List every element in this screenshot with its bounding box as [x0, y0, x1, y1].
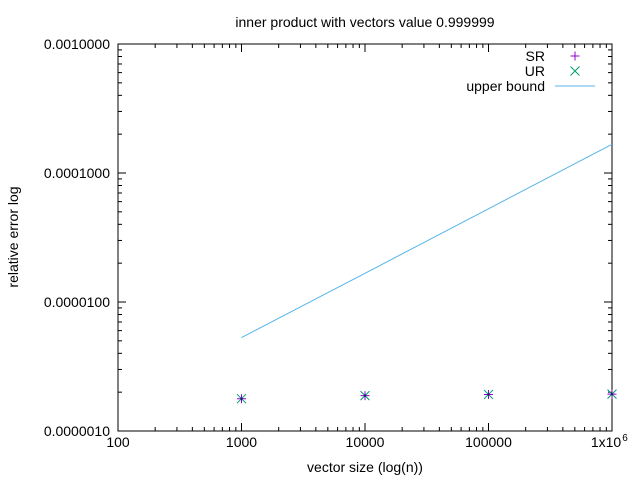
x-tick-label: 1x10 [591, 434, 622, 450]
x-tick-exponent: 6 [622, 433, 628, 444]
y-tick-label: 0.0000010 [44, 423, 110, 439]
y-tick-label: 0.0001000 [44, 165, 110, 181]
x-axis-label: vector size (log(n)) [307, 459, 423, 475]
overlap-point-center [610, 392, 614, 396]
upper-bound-line [241, 143, 613, 339]
y-tick-label: 0.0010000 [44, 36, 110, 52]
legend-marker-ur [570, 66, 580, 76]
legend-marker-sr [570, 51, 580, 61]
overlap-point-center [487, 393, 490, 396]
series-layer [236, 143, 617, 404]
x-tick-label: 1000 [226, 434, 257, 450]
legend-label: SR [526, 48, 545, 64]
overlap-point-center [363, 394, 367, 397]
overlap-point-center [240, 397, 243, 400]
x-axis-ticks: 100 1000 10000 100000 1x10 6 [106, 44, 628, 450]
x-tick-label: 100000 [465, 434, 512, 450]
y-tick-label: 0.0000100 [44, 294, 110, 310]
y-axis-label: relative error log [5, 186, 21, 287]
plot-frame [117, 43, 613, 432]
legend-label: UR [525, 63, 545, 79]
x-tick-label: 100 [106, 434, 130, 450]
legend-label: upper bound [466, 78, 545, 94]
x-tick-label: 10000 [346, 434, 385, 450]
chart-title: inner product with vectors value 0.99999… [235, 14, 494, 30]
y-axis-ticks: 0.0000010 0.0000100 0.0001000 0.0010000 [44, 36, 612, 439]
